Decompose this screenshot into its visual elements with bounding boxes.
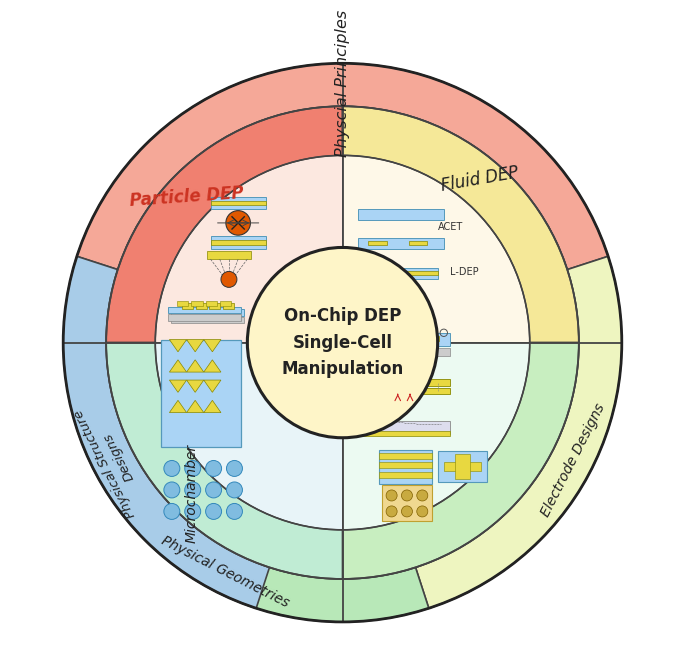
Polygon shape — [203, 380, 221, 392]
Bar — [438, 451, 487, 482]
Circle shape — [164, 460, 180, 476]
Circle shape — [416, 490, 428, 501]
Bar — [386, 271, 401, 276]
Text: Fluid DEP: Fluid DEP — [439, 164, 520, 195]
Wedge shape — [77, 63, 608, 269]
Circle shape — [164, 482, 180, 498]
Circle shape — [206, 504, 221, 519]
Bar — [379, 472, 432, 477]
Bar — [182, 303, 193, 309]
Bar — [192, 301, 203, 306]
Circle shape — [401, 490, 412, 501]
Wedge shape — [416, 256, 622, 608]
Wedge shape — [342, 107, 579, 343]
Text: Physical Geometries: Physical Geometries — [159, 534, 292, 611]
Bar — [376, 271, 438, 275]
Circle shape — [247, 247, 438, 438]
Bar — [171, 309, 245, 317]
Bar — [206, 301, 217, 306]
Bar — [162, 339, 241, 447]
Wedge shape — [106, 343, 342, 579]
Bar — [372, 336, 393, 341]
Wedge shape — [155, 156, 342, 343]
Polygon shape — [203, 339, 221, 352]
Bar — [207, 250, 251, 259]
Bar — [376, 267, 438, 279]
Bar — [210, 201, 266, 205]
Text: Physcial Principles: Physcial Principles — [335, 9, 350, 156]
Text: L-DEP: L-DEP — [450, 267, 479, 277]
Circle shape — [164, 504, 180, 519]
Wedge shape — [155, 343, 342, 530]
Circle shape — [401, 506, 412, 517]
Text: On-Chip DEP
Single-Cell
Manipulation: On-Chip DEP Single-Cell Manipulation — [282, 307, 403, 378]
Bar — [382, 485, 432, 521]
Circle shape — [206, 482, 221, 498]
Wedge shape — [77, 416, 429, 622]
Bar — [210, 303, 221, 309]
Bar — [168, 314, 241, 321]
Wedge shape — [342, 343, 579, 579]
Text: Microchamber: Microchamber — [185, 443, 199, 543]
Bar — [358, 388, 450, 394]
Circle shape — [386, 490, 397, 501]
Wedge shape — [63, 256, 269, 608]
Bar — [177, 301, 188, 306]
Wedge shape — [342, 156, 530, 343]
Bar — [358, 348, 450, 356]
Bar — [221, 301, 232, 306]
Bar — [210, 197, 266, 209]
Circle shape — [226, 211, 251, 235]
Bar — [409, 241, 427, 245]
Polygon shape — [186, 339, 203, 352]
Polygon shape — [169, 360, 186, 372]
Bar — [223, 303, 234, 309]
Bar — [358, 237, 444, 249]
Bar — [358, 379, 450, 386]
Wedge shape — [106, 107, 342, 343]
Bar — [379, 453, 432, 459]
Circle shape — [227, 460, 242, 476]
Bar — [171, 317, 245, 323]
Circle shape — [375, 266, 390, 281]
Text: ACET: ACET — [438, 222, 463, 232]
Bar — [168, 307, 241, 313]
Bar — [358, 421, 450, 434]
Circle shape — [185, 482, 201, 498]
Bar — [379, 450, 432, 484]
Polygon shape — [169, 339, 186, 352]
Circle shape — [227, 504, 242, 519]
Polygon shape — [186, 400, 203, 413]
Bar — [358, 431, 450, 436]
Polygon shape — [186, 360, 203, 372]
Bar — [358, 209, 444, 220]
Circle shape — [416, 506, 428, 517]
Text: Particle DEP: Particle DEP — [129, 184, 245, 211]
Bar — [418, 336, 439, 341]
Polygon shape — [169, 380, 186, 392]
Bar — [358, 333, 450, 347]
Circle shape — [185, 460, 201, 476]
Bar — [210, 241, 266, 245]
Circle shape — [221, 271, 237, 287]
Bar — [210, 236, 266, 249]
Polygon shape — [169, 400, 186, 413]
Text: Physical Structure
Designs: Physical Structure Designs — [71, 400, 152, 521]
Text: Electrode Designs: Electrode Designs — [538, 402, 608, 519]
Bar — [455, 455, 470, 479]
Bar — [369, 241, 387, 245]
Circle shape — [185, 504, 201, 519]
Polygon shape — [186, 380, 203, 392]
Polygon shape — [203, 400, 221, 413]
Circle shape — [227, 482, 242, 498]
Bar — [444, 462, 481, 471]
Bar — [196, 303, 207, 309]
Polygon shape — [203, 360, 221, 372]
Bar — [379, 462, 432, 468]
Wedge shape — [342, 343, 530, 530]
Circle shape — [206, 460, 221, 476]
Circle shape — [386, 506, 397, 517]
